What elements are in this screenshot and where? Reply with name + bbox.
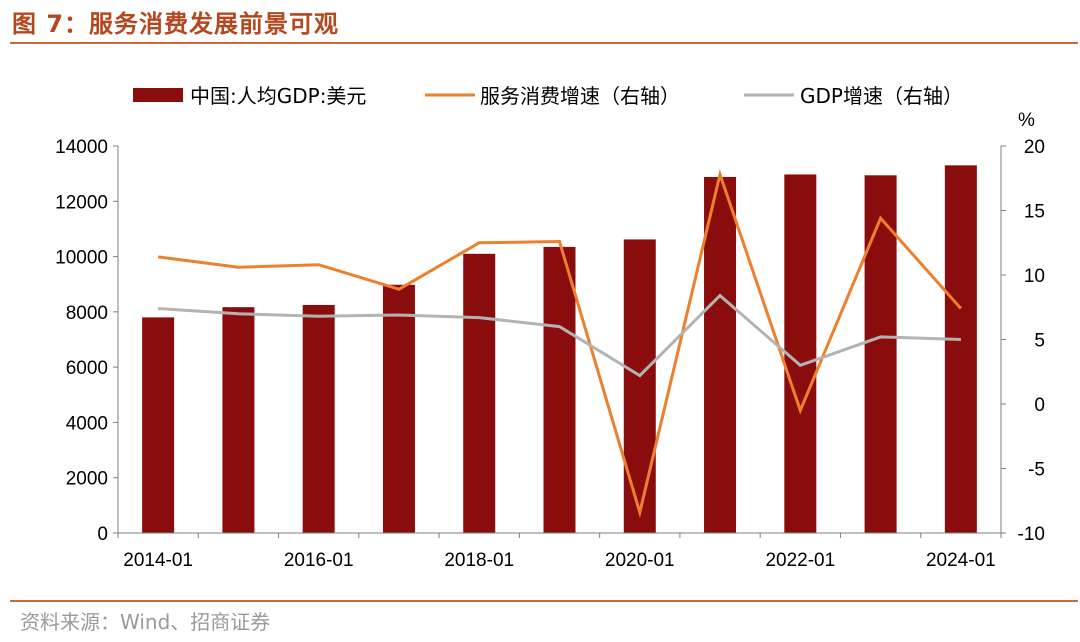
left-axis-tick-label: 6000 <box>66 358 108 379</box>
bar <box>864 175 897 533</box>
x-axis-tick-label: 2024-01 <box>926 550 996 571</box>
bar <box>382 284 415 533</box>
right-axis-tick-label: 10 <box>1024 266 1045 287</box>
right-axis-tick-label: -10 <box>1018 524 1045 545</box>
figure-title: 图 7：服务消费发展前景可观 <box>12 10 340 38</box>
left-axis-tick-label: 12000 <box>55 192 108 213</box>
bar <box>543 246 576 533</box>
bar <box>944 165 977 533</box>
plot-area: 0 2000 4000 6000 8000 10000 12000 14000 -10 -5 0 5 1… <box>55 137 1045 571</box>
bar <box>222 307 255 533</box>
right-axis-unit-label: % <box>1018 110 1035 131</box>
left-axis-tick-label: 8000 <box>66 303 108 324</box>
bar <box>784 174 817 533</box>
left-axis-tick-label: 4000 <box>66 413 108 434</box>
bar <box>142 317 175 533</box>
left-axis-tick-label: 14000 <box>55 137 108 158</box>
right-axis-tick-label: 5 <box>1034 331 1045 352</box>
bar <box>463 253 496 534</box>
right-axis-tick-label: 20 <box>1024 137 1045 158</box>
x-axis-tick-label: 2018-01 <box>444 550 514 571</box>
title-rule <box>10 42 1078 44</box>
right-axis-tick-label: 0 <box>1034 395 1045 416</box>
legend-label-gdp-per-capita: 中国:人均GDP:美元 <box>190 84 366 108</box>
left-axis-tick-label: 10000 <box>55 248 108 269</box>
source-note: 资料来源：Wind、招商证券 <box>20 610 271 634</box>
bar <box>302 304 335 533</box>
source-rule <box>10 600 1078 602</box>
legend-swatch-gdp-per-capita <box>133 88 183 102</box>
right-axis-tick-label: 15 <box>1024 202 1045 223</box>
legend-label-gdp-growth: GDP增速（右轴） <box>800 84 963 108</box>
x-axis-tick-label: 2014-01 <box>123 550 193 571</box>
x-axis-tick-label: 2020-01 <box>605 550 675 571</box>
right-axis-tick-label: -5 <box>1028 460 1045 481</box>
legend-label-service-consumption: 服务消费增速（右轴） <box>480 84 680 108</box>
series-line-service-consumption <box>157 168 963 519</box>
x-axis-tick-label: 2016-01 <box>284 550 354 571</box>
series-line-gdp-growth <box>158 293 961 378</box>
bar <box>623 239 656 533</box>
left-axis-tick-label: 0 <box>97 524 108 545</box>
bar <box>704 176 737 533</box>
left-axis-tick-label: 2000 <box>66 469 108 490</box>
chart-canvas: 中国:人均GDP:美元 服务消费增速（右轴） GDP增速（右轴） % 02000… <box>55 84 1045 571</box>
x-axis-tick-label: 2022-01 <box>765 550 835 571</box>
legend: 中国:人均GDP:美元 服务消费增速（右轴） GDP增速（右轴） <box>133 84 963 108</box>
